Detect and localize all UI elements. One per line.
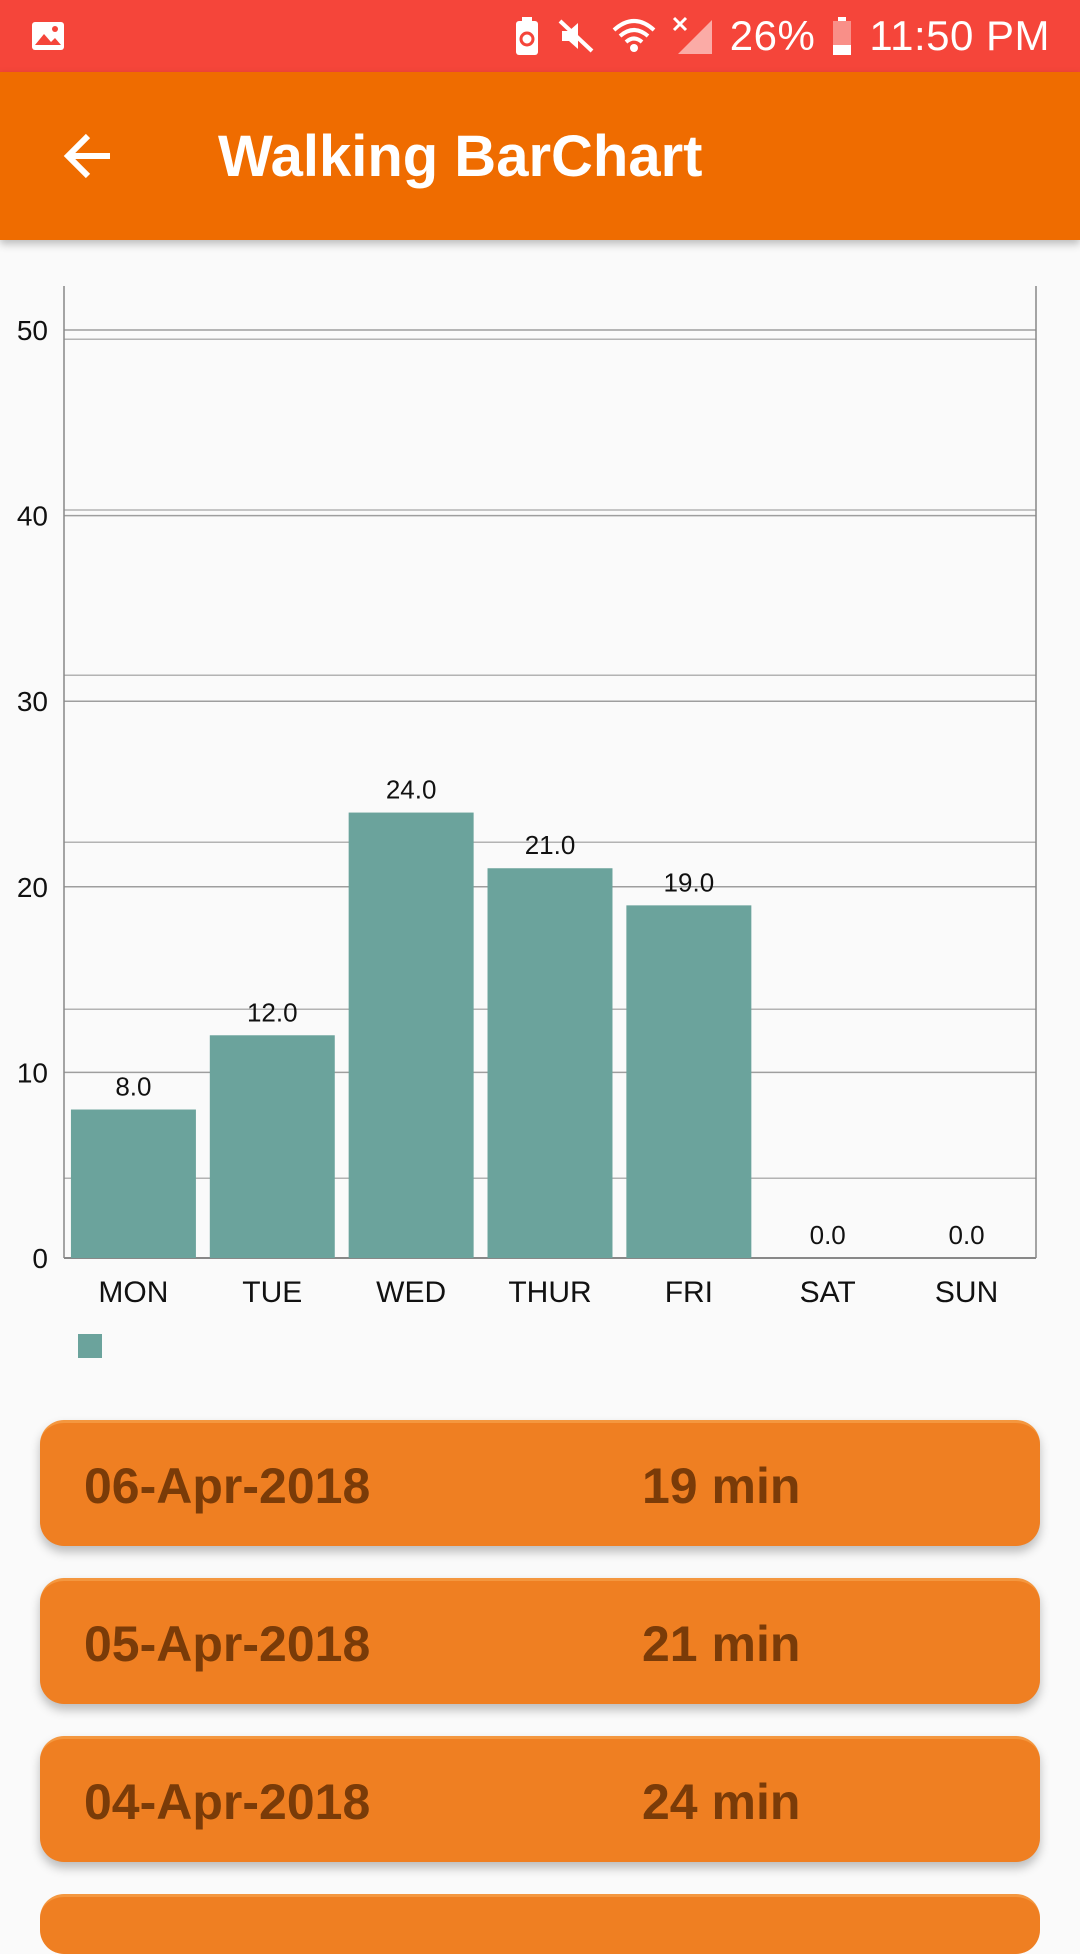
list-item[interactable]: 06-Apr-2018 19 min xyxy=(40,1420,1040,1546)
legend-swatch xyxy=(78,1334,102,1358)
y-tick-label: 10 xyxy=(17,1057,48,1088)
bar-value-label: 12.0 xyxy=(247,997,298,1027)
list-item[interactable]: 05-Apr-2018 21 min xyxy=(40,1578,1040,1704)
x-tick-label: FRI xyxy=(665,1276,713,1309)
list-item[interactable]: 04-Apr-2018 24 min xyxy=(40,1736,1040,1862)
y-tick-label: 30 xyxy=(17,686,48,717)
arrow-left-icon xyxy=(63,133,110,179)
list-item-partial[interactable] xyxy=(40,1894,1040,1954)
bar-value-label: 0.0 xyxy=(948,1220,984,1250)
x-tick-label: TUE xyxy=(242,1276,302,1309)
bar-value-label: 0.0 xyxy=(810,1220,846,1250)
bar xyxy=(487,868,613,1258)
list-item-date: 06-Apr-2018 xyxy=(84,1458,371,1514)
app-bar: Walking BarChart xyxy=(0,72,1080,240)
bar xyxy=(70,1109,196,1258)
bar-value-label: 19.0 xyxy=(664,867,715,897)
battery-icon xyxy=(831,16,853,56)
bar xyxy=(626,905,752,1258)
walk-history-list: 06-Apr-2018 19 min 05-Apr-2018 21 min 04… xyxy=(40,1420,1040,1894)
x-tick-label: WED xyxy=(376,1276,446,1309)
x-tick-label: SAT xyxy=(800,1276,856,1309)
wifi-icon xyxy=(612,16,656,56)
y-tick-label: 50 xyxy=(17,315,48,346)
bar xyxy=(209,1035,335,1258)
status-bar: 26% 11:50 PM xyxy=(0,0,1080,72)
y-tick-label: 20 xyxy=(17,872,48,903)
list-item-duration: 19 min xyxy=(642,1458,801,1514)
bar xyxy=(348,812,474,1258)
x-tick-label: SUN xyxy=(935,1276,998,1309)
image-icon xyxy=(30,18,66,59)
no-signal-icon xyxy=(672,16,714,56)
clock: 11:50 PM xyxy=(869,12,1050,59)
bar-value-label: 24.0 xyxy=(386,775,437,805)
page-title: Walking BarChart xyxy=(218,123,703,189)
x-tick-label: THUR xyxy=(508,1276,591,1309)
list-item-date: 05-Apr-2018 xyxy=(84,1616,371,1672)
battery-saver-icon xyxy=(514,16,540,56)
back-button[interactable] xyxy=(44,112,132,200)
bar-value-label: 8.0 xyxy=(115,1072,151,1102)
x-tick-label: MON xyxy=(98,1276,168,1309)
list-item-date: 04-Apr-2018 xyxy=(84,1774,371,1830)
mute-icon xyxy=(556,16,596,56)
list-item-duration: 21 min xyxy=(642,1616,801,1672)
battery-percent: 26% xyxy=(729,12,816,59)
bar-value-label: 21.0 xyxy=(525,830,576,860)
y-tick-label: 40 xyxy=(17,501,48,532)
bar-chart-svg: 0 10 20 30 40 50 8.0 MON 12.0 TUE 24.0 WED 21.0 THUR 1… xyxy=(17,286,1037,1358)
bar-chart: 0 10 20 30 40 50 8.0 MON 12.0 TUE 24.0 WED 21.0 THUR 1… xyxy=(0,270,1080,1390)
y-tick-label: 0 xyxy=(32,1243,48,1274)
list-item-duration: 24 min xyxy=(642,1774,801,1830)
